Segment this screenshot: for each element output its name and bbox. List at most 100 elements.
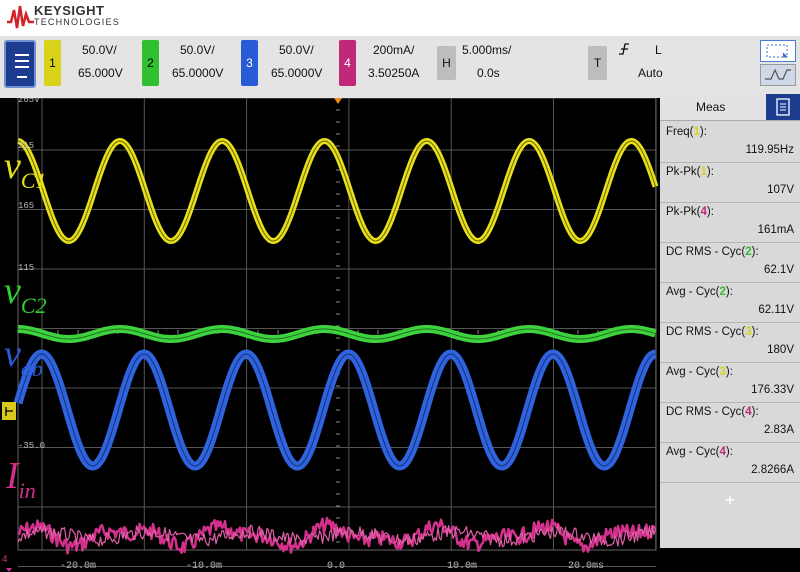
measurement-row[interactable]: Freq(1): 119.95Hz bbox=[660, 122, 800, 163]
trace-label-sub: in bbox=[19, 478, 36, 503]
measurement-value: 2.8266A bbox=[751, 464, 794, 476]
measurement-source: 4 bbox=[719, 446, 726, 458]
measurement-label-suffix: ): bbox=[725, 366, 733, 378]
menu-icon bbox=[776, 98, 790, 116]
measurement-row[interactable]: DC RMS - Cyc(4): 2.83A bbox=[660, 402, 800, 443]
measurement-type: DC RMS - Cyc( bbox=[666, 406, 746, 418]
trace-iin-2 bbox=[17, 524, 657, 548]
measurement-type: Freq( bbox=[666, 126, 694, 138]
trace-label-main: v bbox=[4, 145, 21, 187]
channel-ground-marker[interactable] bbox=[2, 402, 16, 420]
y-axis-labels: 265V 215 165 115 -35.0 bbox=[18, 98, 45, 451]
measurement-source: 2 bbox=[719, 286, 726, 298]
channel-bar: 1 50.0V/ 65.000V 2 50.0V/ 65.0000V 3 50.… bbox=[0, 36, 800, 98]
channel-2-offset[interactable]: 65.0000V bbox=[172, 66, 224, 80]
zoom-select-button[interactable] bbox=[760, 40, 796, 62]
channel-2-scale[interactable]: 50.0V/ bbox=[180, 43, 215, 57]
x-axis-label: 10.0m bbox=[447, 561, 477, 572]
measurement-value: 62.1V bbox=[763, 264, 794, 276]
channel-2-button[interactable]: 2 bbox=[142, 40, 159, 86]
channel-4-marker-arrow bbox=[6, 568, 12, 572]
brand-name: KEYSIGHT bbox=[34, 3, 105, 18]
horizontal-delay[interactable]: 0.0s bbox=[477, 66, 500, 80]
channel-3-offset[interactable]: 65.0000V bbox=[271, 66, 323, 80]
channel-3-number: 3 bbox=[246, 56, 253, 70]
waveform-display[interactable]: 265V 215 165 115 -35.0 -20.0m -10.0m 0.0 10.0m 2… bbox=[0, 98, 662, 572]
measurement-row[interactable]: DC RMS - Cyc(3): 180V bbox=[660, 322, 800, 363]
y-axis-label: -35.0 bbox=[18, 441, 45, 451]
measurement-source: 4 bbox=[745, 406, 752, 418]
measurement-value: 119.95Hz bbox=[745, 144, 794, 156]
measurement-value: 107V bbox=[767, 184, 794, 196]
measurement-value: 2.83A bbox=[763, 424, 794, 436]
panel-footer bbox=[660, 548, 800, 572]
horizontal-scale[interactable]: 5.000ms/ bbox=[462, 43, 512, 57]
measurement-row[interactable]: Pk-Pk(1): 107V bbox=[660, 162, 800, 203]
measurement-type: DC RMS - Cyc( bbox=[666, 246, 746, 258]
measurement-value: 180V bbox=[767, 344, 794, 356]
channel-4-button[interactable]: 4 bbox=[339, 40, 356, 86]
measurement-value: 176.33V bbox=[751, 384, 794, 396]
measurements-title: Meas bbox=[696, 100, 726, 114]
channel-4-number: 4 bbox=[344, 56, 351, 70]
measurement-row[interactable]: Avg - Cyc(4): 2.8266A bbox=[660, 442, 800, 483]
add-measurement-button[interactable]: + bbox=[724, 490, 736, 510]
measurements-menu-button[interactable] bbox=[766, 94, 800, 120]
measurement-label: Avg - Cyc(2): bbox=[666, 286, 733, 298]
keysight-logo-icon bbox=[7, 5, 34, 29]
waveform-mode-button[interactable] bbox=[760, 64, 796, 86]
channel-1-scale[interactable]: 50.0V/ bbox=[82, 43, 117, 57]
measurement-label: Pk-Pk(4): bbox=[666, 206, 714, 218]
trace-label: vab bbox=[4, 333, 43, 381]
trigger-mode[interactable]: Auto bbox=[638, 66, 663, 80]
measurement-source: 3 bbox=[745, 326, 752, 338]
measurement-label: DC RMS - Cyc(4): bbox=[666, 406, 759, 418]
measurement-type: Pk-Pk( bbox=[666, 166, 701, 178]
y-axis-label: 165 bbox=[18, 201, 34, 211]
measurement-label: Pk-Pk(1): bbox=[666, 166, 714, 178]
measurement-source: 2 bbox=[745, 246, 752, 258]
trigger-position-marker[interactable] bbox=[334, 98, 342, 104]
measurement-source: 1 bbox=[700, 166, 707, 178]
waveform-icon bbox=[765, 68, 791, 80]
traces bbox=[13, 138, 659, 555]
channel-4-scale[interactable]: 200mA/ bbox=[373, 43, 415, 57]
measurement-row[interactable]: Avg - Cyc(2): 62.11V bbox=[660, 282, 800, 323]
trace-vab-core bbox=[17, 353, 656, 467]
channel-1-offset[interactable]: 65.000V bbox=[78, 66, 123, 80]
channel-4-offset[interactable]: 3.50250A bbox=[368, 66, 420, 80]
channel-4-marker: 4 bbox=[2, 554, 8, 565]
x-axis-label: -20.0m bbox=[60, 561, 96, 572]
measurement-row[interactable]: Avg - Cyc(3): 176.33V bbox=[660, 362, 800, 403]
channel-3-scale[interactable]: 50.0V/ bbox=[279, 43, 314, 57]
trace-vc1-core bbox=[17, 140, 656, 242]
top-bar: KEYSIGHT TECHNOLOGIES 1 50.0V/ 65.000V 2… bbox=[0, 0, 800, 98]
channel-1-button[interactable]: 1 bbox=[44, 40, 61, 86]
menu-icon-line bbox=[17, 76, 27, 78]
measurement-source: 3 bbox=[719, 366, 726, 378]
horizontal-button[interactable]: H bbox=[437, 46, 456, 80]
measurement-row[interactable]: Pk-Pk(4): 161mA bbox=[660, 202, 800, 243]
measurement-source: 4 bbox=[700, 206, 707, 218]
measurement-label: Avg - Cyc(3): bbox=[666, 366, 733, 378]
measurement-row[interactable]: DC RMS - Cyc(2): 62.1V bbox=[660, 242, 800, 283]
measurements-panel: Meas Freq(1): 119.95Hz Pk-Pk(1): 107V Pk-Pk(… bbox=[660, 94, 800, 548]
trigger-button[interactable]: T bbox=[588, 46, 607, 80]
measurement-label-suffix: ): bbox=[725, 286, 733, 298]
main-menu-button[interactable] bbox=[4, 40, 36, 88]
trace-label: vC1 bbox=[4, 145, 47, 193]
trace-label-main: I bbox=[5, 455, 21, 497]
trace-label-sub: C2 bbox=[21, 293, 47, 318]
y-axis-label: 115 bbox=[18, 263, 34, 273]
channel-3-button[interactable]: 3 bbox=[241, 40, 258, 86]
measurement-type: Avg - Cyc( bbox=[666, 446, 720, 458]
trigger-source[interactable]: L bbox=[655, 43, 662, 57]
x-axis-label: 20.0ms bbox=[568, 561, 604, 572]
menu-icon-line bbox=[15, 60, 29, 62]
measurement-type: DC RMS - Cyc( bbox=[666, 326, 746, 338]
measurement-label-suffix: ): bbox=[751, 406, 759, 418]
measurement-type: Avg - Cyc( bbox=[666, 286, 720, 298]
trigger-rising-edge-icon bbox=[619, 43, 629, 55]
x-axis-label: -10.0m bbox=[186, 561, 222, 572]
brand-subtitle: TECHNOLOGIES bbox=[34, 17, 120, 27]
